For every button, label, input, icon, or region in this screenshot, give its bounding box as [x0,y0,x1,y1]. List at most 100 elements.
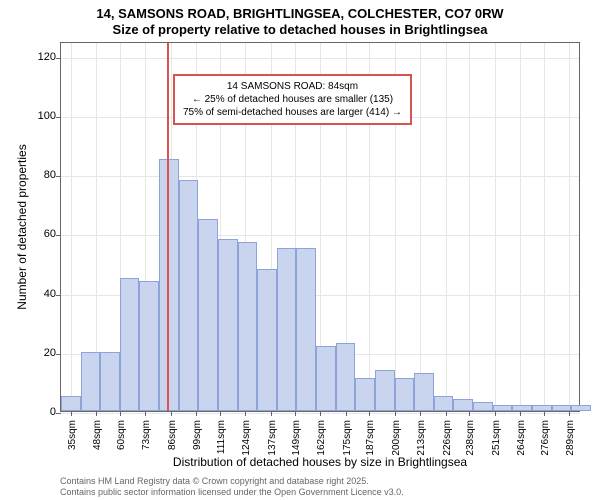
histogram-bar [179,180,199,411]
histogram-bar [198,219,218,411]
grid-line-v [446,43,447,411]
annotation-box: 14 SAMSONS ROAD: 84sqm← 25% of detached … [173,74,412,125]
xtick-label: 289sqm [565,420,576,460]
annotation-line-1: 14 SAMSONS ROAD: 84sqm [183,80,402,93]
histogram-bar [434,396,454,411]
histogram-bar [375,370,395,411]
ytick-label: 120 [16,51,56,63]
grid-line-v [520,43,521,411]
grid-line-v [544,43,545,411]
grid-line-v [569,43,570,411]
reference-line [167,43,169,411]
ytick-mark [56,235,61,236]
xtick-mark [171,411,172,416]
xtick-mark [495,411,496,416]
xtick-label: 73sqm [141,420,152,460]
xtick-label: 35sqm [67,420,78,460]
xtick-label: 86sqm [167,420,178,460]
xtick-mark [196,411,197,416]
ytick-label: 40 [16,288,56,300]
ytick-mark [56,354,61,355]
xtick-mark [395,411,396,416]
xtick-label: 175sqm [342,420,353,460]
plot-area: 14 SAMSONS ROAD: 84sqm← 25% of detached … [60,42,580,412]
ytick-label: 100 [16,110,56,122]
xtick-label: 213sqm [416,420,427,460]
histogram-bar [257,269,277,411]
xtick-mark [569,411,570,416]
histogram-bar [81,352,101,411]
histogram-bar [571,405,591,411]
histogram-bar [238,242,258,411]
xtick-label: 226sqm [442,420,453,460]
xtick-label: 276sqm [540,420,551,460]
ytick-mark [56,58,61,59]
histogram-bar [355,378,375,411]
xtick-mark [320,411,321,416]
xtick-label: 149sqm [291,420,302,460]
ytick-label: 60 [16,228,56,240]
ytick-mark [56,413,61,414]
annotation-line-2: ← 25% of detached houses are smaller (13… [183,93,402,106]
xtick-mark [346,411,347,416]
histogram-bar [100,352,120,411]
title-line1: 14, SAMSONS ROAD, BRIGHTLINGSEA, COLCHES… [0,6,600,21]
histogram-bar [552,405,572,411]
chart-container: 14, SAMSONS ROAD, BRIGHTLINGSEA, COLCHES… [0,0,600,500]
xtick-label: 99sqm [192,420,203,460]
annotation-line-3: 75% of semi-detached houses are larger (… [183,106,402,119]
ytick-label: 20 [16,347,56,359]
grid-line-v [469,43,470,411]
xtick-label: 187sqm [365,420,376,460]
histogram-bar [139,281,159,411]
xtick-mark [145,411,146,416]
title-line2: Size of property relative to detached ho… [0,22,600,37]
xtick-mark [544,411,545,416]
histogram-bar [453,399,473,411]
grid-line-v [71,43,72,411]
footer-line-1: Contains HM Land Registry data © Crown c… [60,476,369,486]
xtick-label: 111sqm [216,420,227,460]
xtick-mark [295,411,296,416]
histogram-bar [296,248,316,411]
xtick-mark [96,411,97,416]
xtick-mark [420,411,421,416]
xtick-label: 48sqm [92,420,103,460]
histogram-bar [414,373,434,411]
histogram-bar [61,396,81,411]
ytick-mark [56,176,61,177]
histogram-bar [395,378,415,411]
histogram-bar [336,343,356,411]
histogram-bar [473,402,493,411]
xtick-label: 238sqm [465,420,476,460]
xtick-label: 137sqm [267,420,278,460]
xtick-mark [71,411,72,416]
grid-line-v [495,43,496,411]
ytick-mark [56,117,61,118]
xtick-label: 200sqm [391,420,402,460]
histogram-bar [120,278,140,411]
xtick-mark [446,411,447,416]
xtick-label: 251sqm [491,420,502,460]
histogram-bar [218,239,238,411]
xtick-mark [120,411,121,416]
xtick-label: 124sqm [241,420,252,460]
xtick-mark [469,411,470,416]
histogram-bar [316,346,336,411]
histogram-bar [512,405,532,411]
ytick-label: 0 [16,406,56,418]
histogram-bar [277,248,297,411]
xtick-mark [520,411,521,416]
xtick-mark [271,411,272,416]
ytick-label: 80 [16,169,56,181]
xtick-label: 60sqm [116,420,127,460]
xtick-mark [220,411,221,416]
xtick-label: 162sqm [316,420,327,460]
histogram-bar [532,405,552,411]
grid-line-v [420,43,421,411]
xtick-mark [245,411,246,416]
xtick-label: 264sqm [516,420,527,460]
ytick-mark [56,295,61,296]
histogram-bar [493,405,513,411]
xtick-mark [369,411,370,416]
